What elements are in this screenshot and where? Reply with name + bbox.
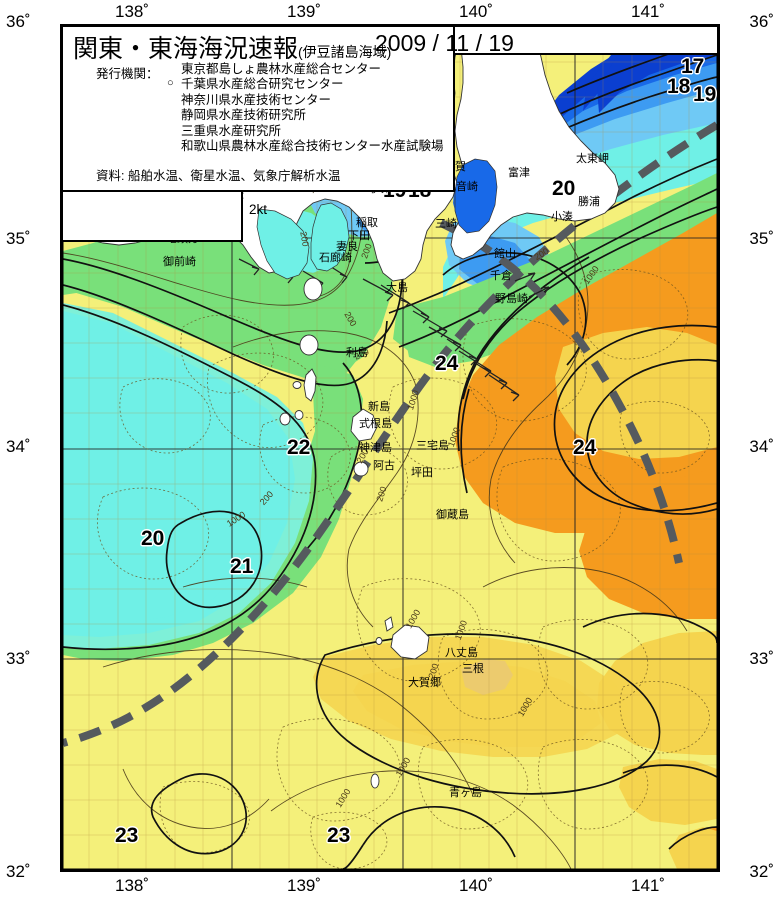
isotherm-label-24-north: 24 bbox=[435, 352, 459, 375]
band-warm-pocket-3 bbox=[669, 827, 717, 869]
title-main: 関東・東海海況速報 bbox=[73, 35, 299, 63]
place-label: 神津島 bbox=[359, 441, 392, 454]
issuer-label: 発行機関： bbox=[96, 67, 159, 81]
current-arrows bbox=[238, 258, 550, 402]
axis-lon-top-141: 141˚ bbox=[631, 2, 666, 21]
island-oshima bbox=[303, 277, 323, 301]
isotherm-label-23-s: 23 bbox=[327, 824, 351, 847]
axis-lon-bottom-141: 141˚ bbox=[631, 876, 666, 895]
axis-lon-top-139: 139˚ bbox=[287, 2, 322, 21]
place-label: 稲取 bbox=[356, 216, 378, 229]
place-label: 阿古 bbox=[373, 459, 395, 472]
band-20-cyan2 bbox=[63, 319, 275, 625]
isotherm-label-21: 21 bbox=[230, 555, 254, 578]
axis-lon-bottom-139: 139˚ bbox=[287, 876, 322, 895]
legend-panel bbox=[63, 192, 243, 242]
axis-lat-left-35: 35˚ bbox=[6, 229, 31, 248]
legend-scale-value: 2kt bbox=[249, 202, 268, 217]
issuer-list: 東京都島しょ農林水産総合センター 千葉県水産総合研究センター 神奈川県水産技術セ… bbox=[181, 62, 444, 154]
header-panel: 関東・東海海況速報(伊豆諸島海域) 発行機関： ○ 東京都島しょ農林水産総合セン… bbox=[63, 27, 455, 192]
isotherm-label-23-sw: 23 bbox=[115, 824, 139, 847]
kuroshio-axis bbox=[63, 121, 717, 747]
place-label: 千倉 bbox=[490, 269, 512, 282]
axis-lon-top-138: 138˚ bbox=[115, 2, 150, 21]
issuer-item: 神奈川県水産技術センター bbox=[181, 92, 332, 107]
axis-lat-right-34: 34˚ bbox=[749, 437, 774, 456]
axis-lat-left-34: 34˚ bbox=[6, 437, 31, 456]
place-label: 三根 bbox=[462, 662, 484, 675]
isotherm-label-18-ne: 18 bbox=[667, 75, 691, 98]
axis-lat-bottom-left: 32˚ bbox=[6, 862, 31, 881]
band-24-inner bbox=[575, 341, 717, 443]
place-label: 利島 bbox=[346, 346, 368, 359]
band-warm-pocket-1 bbox=[619, 759, 717, 825]
band-24-s2 bbox=[353, 661, 601, 747]
title-bar-strip bbox=[455, 27, 717, 55]
band-22-ne2 bbox=[403, 199, 717, 367]
place-label: 式根島 bbox=[359, 417, 392, 430]
place-label: 館山 bbox=[494, 247, 516, 260]
place-label: 野島崎 bbox=[495, 292, 528, 305]
axis-lon-top-140: 140˚ bbox=[459, 2, 494, 21]
isotherm-label-24-east: 24 bbox=[573, 436, 597, 459]
place-label: 石廊崎 bbox=[319, 251, 352, 264]
place-label: 勝浦 bbox=[578, 195, 600, 208]
data-source-note: 資料: 船舶水温、衛星水温、気象庁解析水温 bbox=[96, 169, 341, 183]
band-19-ne bbox=[457, 81, 717, 277]
isotherm-contours bbox=[63, 34, 717, 869]
report-date: 2009 / 11 / 19 bbox=[375, 30, 514, 56]
place-label: 坪田 bbox=[411, 466, 433, 479]
isotherm-label-20-boso: 20 bbox=[552, 177, 576, 200]
issuer-item: 三重県水産研究所 bbox=[181, 123, 282, 138]
isotherm-label-19-ne: 19 bbox=[693, 83, 717, 106]
title-sub: (伊豆諸島海域) bbox=[298, 44, 392, 60]
band-24-pocket bbox=[597, 631, 717, 755]
band-22-se-arm bbox=[63, 363, 363, 661]
issuer-item: 静岡県水産技術研究所 bbox=[181, 108, 307, 123]
depth-contours-solid bbox=[63, 176, 688, 869]
place-label: 富津 bbox=[508, 166, 530, 179]
axis-lat-left-33: 33˚ bbox=[6, 649, 31, 668]
place-label: 青ヶ島 bbox=[449, 786, 482, 799]
bullet-marker-icon: ○ bbox=[167, 77, 174, 89]
place-label: 下田 bbox=[348, 229, 370, 242]
place-label: 妻良 bbox=[336, 240, 358, 253]
place-label: 大島 bbox=[386, 281, 408, 294]
place-label: 太東岬 bbox=[576, 152, 609, 165]
islands bbox=[279, 334, 430, 789]
axis-lat-top-right: 36˚ bbox=[749, 12, 774, 31]
axis-lon-bottom-138: 138˚ bbox=[115, 876, 150, 895]
axis-lat-right-33: 33˚ bbox=[749, 649, 774, 668]
axis-lon-bottom-140: 140˚ bbox=[459, 876, 494, 895]
page-title: 関東・東海海況速報(伊豆諸島海域) bbox=[73, 29, 391, 65]
band-warm-pocket-4 bbox=[461, 659, 513, 695]
isotherm-label-17: 17 bbox=[681, 55, 705, 78]
place-label: 新島 bbox=[368, 400, 390, 413]
band-24-orange2 bbox=[579, 467, 717, 619]
issuer-item: 東京都島しょ農林水産総合センター bbox=[181, 62, 382, 76]
place-label: 御前崎 bbox=[163, 255, 196, 268]
place-label: 小湊 bbox=[551, 210, 573, 223]
place-label: 大賀郷 bbox=[408, 676, 441, 689]
issuer-item: 和歌山県農林水産総合技術センター水産試験場 bbox=[181, 139, 444, 154]
band-18-ne bbox=[471, 59, 717, 241]
bathymetry-contours bbox=[97, 269, 710, 869]
issuer-item: 千葉県水産総合研究センター bbox=[181, 77, 344, 92]
axis-lat-bottom-right: 32˚ bbox=[749, 862, 774, 881]
axis-lat-top-left: 36˚ bbox=[6, 12, 31, 31]
place-label: 御蔵島 bbox=[436, 508, 469, 521]
place-label: 八丈島 bbox=[445, 646, 478, 659]
isotherm-label-22: 22 bbox=[287, 436, 311, 459]
axis-lat-right-35: 35˚ bbox=[749, 229, 774, 248]
place-label: 三宅島 bbox=[416, 439, 449, 452]
place-label: 三崎 bbox=[435, 217, 457, 230]
isotherm-label-20-west: 20 bbox=[141, 527, 165, 550]
sst-map-canvas[interactable]: 17 18 19 19 18 20 24 22 24 20 21 23 23 小… bbox=[60, 24, 720, 872]
